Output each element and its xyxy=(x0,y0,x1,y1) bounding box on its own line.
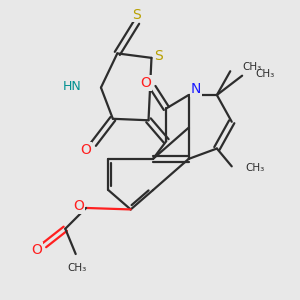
Text: HN: HN xyxy=(63,80,82,93)
Text: N: N xyxy=(191,82,201,96)
Text: S: S xyxy=(132,8,141,22)
Text: CH₃: CH₃ xyxy=(256,69,275,79)
Text: S: S xyxy=(154,50,163,63)
Text: O: O xyxy=(81,143,92,157)
Text: O: O xyxy=(32,243,43,256)
Text: CH₃: CH₃ xyxy=(245,163,264,173)
Text: CH₃: CH₃ xyxy=(68,263,87,273)
Text: O: O xyxy=(73,200,84,214)
Text: CH₃: CH₃ xyxy=(242,62,261,72)
Text: O: O xyxy=(140,76,151,90)
